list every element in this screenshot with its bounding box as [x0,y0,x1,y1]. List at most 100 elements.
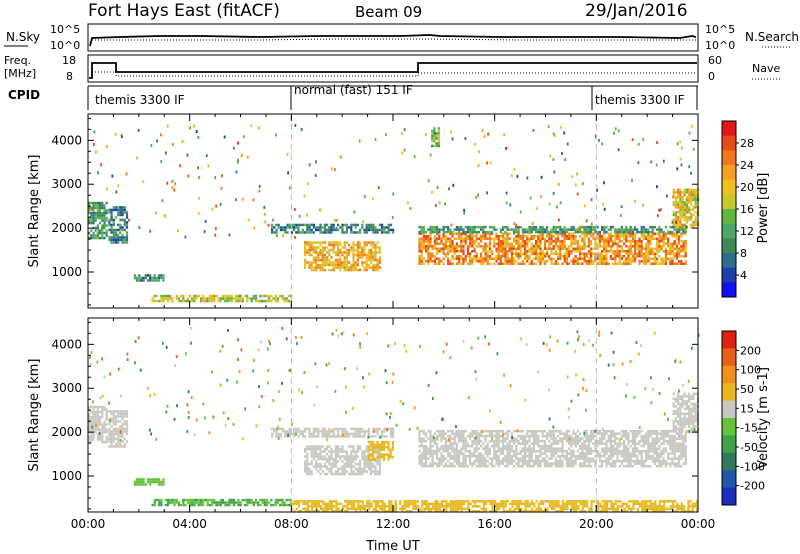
velocity-colorbar-swatch [722,435,736,454]
noise-right-tick-top: 10^5 [705,23,735,36]
xtick-label: 20:00 [579,517,614,531]
xtick-label: 08:00 [274,517,309,531]
velocity-colorbar-swatch [722,418,736,436]
noise-right-label: N.Search [745,30,799,44]
power-panel: 1000 2000 3000 4000 [51,113,699,309]
power-colorbar-tick-label: 8 [740,247,747,260]
power-ylabel: Slant Range [km] [27,155,42,268]
freq-trace [89,62,697,79]
freq-left-tick-top: 18 [62,54,76,67]
velocity-colorbar-label: Velocity [m s-1] [756,367,771,469]
power-colorbar-swatch [722,267,736,283]
power-scatter [90,124,697,239]
noise-left-tick-top: 10^5 [50,23,80,36]
xtick-label: 12:00 [376,517,411,531]
power-colorbar-tick-label: 4 [740,269,747,282]
power-colorbar-label: Power [dB] [756,173,771,244]
freq-right-tick-bottom: 0 [708,70,715,83]
power-colorbar-swatch [722,165,736,181]
velocity-colorbar: 200 100 50 15 -15 -50 -100 -200 [721,330,765,506]
velocity-ytick-label: 1000 [51,469,82,483]
velocity-ytick-label: 4000 [51,337,82,351]
power-colorbar-swatch [722,194,736,210]
velocity-region [133,478,165,486]
xtick-label: 04:00 [172,517,207,531]
velocity-region [291,500,699,513]
velocity-colorbar-tick-label: -200 [740,480,765,493]
velocity-colorbar-tick-label: 200 [740,344,761,357]
velocity-colorbar-swatch [722,400,736,419]
n-sky-trace [89,34,697,47]
freq-left-label-2: [MHz] [4,67,36,80]
xtick-label: 16:00 [477,517,512,531]
noise-left-label: N.Sky [6,30,40,44]
velocity-panel: 1000 2000 3000 4000 00:00 04:00 08:00 12:00 16:0… [51,317,716,531]
power-colorbar-tick-label: 28 [740,137,754,150]
velocity-region [151,498,293,507]
xlabel: Time UT [365,539,419,554]
power-region [133,274,165,282]
freq-right-tick-top: 60 [708,54,722,67]
power-ytick-label: 4000 [51,133,82,147]
velocity-region [271,427,395,438]
beam-label: Beam 09 [355,3,422,21]
power-colorbar-swatch [722,121,736,137]
power-region [151,294,293,303]
cpid-segment-1: themis 3300 IF [95,93,185,107]
cpid-label: CPID [8,88,40,102]
freq-left-tick-bottom: 8 [66,70,73,83]
xtick-label: 00:00 [71,517,106,531]
power-ytick-label: 1000 [51,265,82,279]
velocity-colorbar-swatch [722,348,736,367]
velocity-region [88,405,108,444]
velocity-region [367,440,394,461]
power-colorbar-tick-label: 16 [740,203,754,216]
noise-right-tick-bottom: 10^0 [705,39,735,52]
velocity-colorbar-swatch [722,331,736,349]
velocity-colorbar-tick-label: 100 [740,364,761,377]
noise-left-tick-bottom: 10^0 [50,39,80,52]
power-ytick-label: 2000 [51,221,82,235]
power-region [304,241,381,272]
velocity-colorbar-tick-label: -50 [740,441,758,454]
xtick-label: 00:00 [681,517,716,531]
cpid-segment-3: themis 3300 IF [595,93,685,107]
power-colorbar-swatch [722,150,736,166]
velocity-colorbar-swatch [722,365,736,384]
power-colorbar-swatch [722,179,736,195]
velocity-scatter [89,326,700,442]
power-colorbar-swatch [722,135,736,151]
power-colorbar-tick-label: 20 [740,181,754,194]
cpid-segment-2: normal (fast) 151 IF [294,83,413,97]
velocity-ytick-label: 2000 [51,425,82,439]
power-region [108,206,129,244]
power-colorbar-tick-label: 12 [740,225,754,238]
power-region [271,223,395,234]
velocity-colorbar-tick-label: 50 [740,383,754,396]
velocity-region [418,429,687,468]
power-colorbar-swatch [722,223,736,239]
power-region [88,201,108,240]
velocity-ylabel: Slant Range [km] [27,359,42,472]
freq-panel [87,54,699,83]
power-ytick-label: 3000 [51,177,82,191]
power-colorbar-swatch [722,253,736,269]
date-label: 29/Jan/2016 [585,1,688,21]
power-colorbar-tick-label: 24 [740,159,754,172]
velocity-colorbar-swatch [722,452,736,471]
power-colorbar-swatch [722,238,736,254]
freq-right-label: Nave [752,62,780,75]
velocity-colorbar-swatch [722,487,736,506]
freq-left-label-1: Freq. [4,54,31,67]
power-colorbar: 28 24 20 16 12 8 4 [721,120,754,298]
station-title: Fort Hays East (fitACF) [88,1,280,21]
power-colorbar-swatch [722,209,736,225]
velocity-colorbar-tick-label: -100 [740,460,765,473]
velocity-colorbar-swatch [722,383,736,402]
velocity-colorbar-swatch [722,470,736,489]
velocity-colorbar-tick-label: 15 [740,402,754,415]
velocity-colorbar-tick-label: -15 [740,422,758,435]
noise-panel [87,23,699,52]
power-colorbar-swatch [722,282,736,298]
